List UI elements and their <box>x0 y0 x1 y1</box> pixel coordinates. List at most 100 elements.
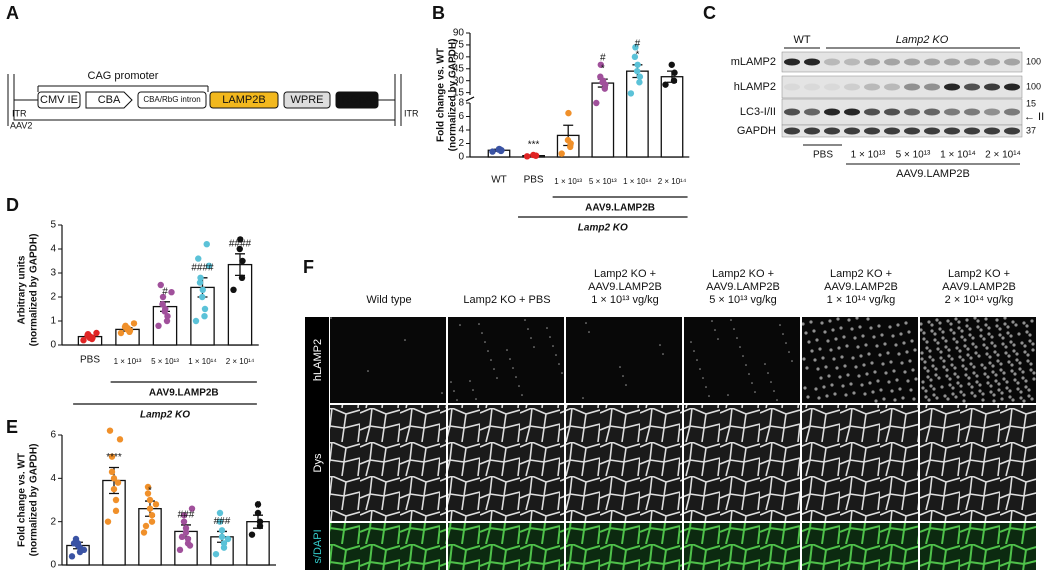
speckle <box>818 347 822 351</box>
speckle <box>977 354 981 358</box>
micrograph <box>448 523 564 570</box>
y-tick-label: 30 <box>453 75 465 86</box>
speckle <box>831 328 835 332</box>
speckle <box>812 329 816 333</box>
blot-band <box>904 127 920 135</box>
speckle <box>711 320 713 322</box>
speckle <box>820 321 824 325</box>
data-point <box>168 289 175 296</box>
column-header: 1 × 10¹⁴ vg/kg <box>827 294 896 306</box>
speckle <box>920 357 924 361</box>
speckle <box>791 360 793 362</box>
speckle <box>891 334 895 338</box>
data-point <box>254 509 262 517</box>
speckle <box>1025 330 1029 334</box>
speckle <box>926 375 930 379</box>
speckle <box>973 394 977 398</box>
data-point <box>196 279 204 286</box>
speckle <box>928 355 932 359</box>
speckle <box>922 331 926 335</box>
speckle <box>533 346 535 348</box>
data-point <box>197 274 204 281</box>
speckle <box>1023 344 1027 348</box>
speckle <box>1002 371 1006 375</box>
data-point <box>164 313 171 320</box>
speckle <box>773 390 775 392</box>
speckle <box>1026 359 1030 363</box>
data-point <box>530 151 537 159</box>
speckle <box>776 399 778 401</box>
element-label: CMV IE <box>40 94 78 106</box>
speckle <box>906 379 910 383</box>
speckle <box>978 389 982 393</box>
y-tick-label: 0 <box>50 560 56 570</box>
speckle <box>717 338 719 340</box>
speckle <box>512 367 514 369</box>
speckle <box>850 327 854 331</box>
speckle <box>1016 387 1020 391</box>
speckle <box>914 377 918 381</box>
x-tick-label: WT <box>491 175 507 186</box>
data-point <box>205 262 213 269</box>
speckle <box>899 332 903 336</box>
speckle <box>983 366 987 370</box>
speckle <box>807 340 811 344</box>
speckle <box>887 380 891 384</box>
blot-band <box>824 108 840 116</box>
speckle <box>852 391 856 395</box>
lane-label: 5 × 10¹³ <box>896 150 931 161</box>
speckle <box>975 380 979 384</box>
speckle <box>824 365 828 369</box>
speckle <box>1021 370 1025 374</box>
speckle <box>933 332 937 336</box>
speckle <box>770 381 772 383</box>
speckle <box>924 389 928 393</box>
speckle <box>1020 341 1024 345</box>
blot-band <box>944 127 960 135</box>
speckle <box>861 334 865 338</box>
speckle <box>907 330 911 334</box>
speckle <box>936 347 940 351</box>
speckle <box>953 372 957 376</box>
x-tick-label: 1 × 10¹⁴ <box>188 357 217 366</box>
speckle <box>960 335 964 339</box>
speckle <box>898 387 902 391</box>
speckle <box>967 376 971 380</box>
speckle <box>817 396 821 400</box>
significance: ### <box>178 510 195 521</box>
speckle <box>1011 398 1015 402</box>
speckle <box>1012 349 1016 353</box>
data-point <box>236 245 243 253</box>
speckle <box>764 363 766 365</box>
speckle <box>1028 339 1032 343</box>
speckle <box>974 351 978 355</box>
speckle <box>886 351 890 355</box>
speckle <box>1024 379 1028 383</box>
data-point <box>565 109 572 117</box>
lane-label: 1 × 10¹³ <box>851 150 886 161</box>
data-point <box>152 501 160 508</box>
speckle <box>1029 362 1033 366</box>
speckle <box>938 321 942 325</box>
element-label: LAMP2B <box>222 94 265 106</box>
speckle <box>947 354 951 358</box>
speckle <box>487 350 489 352</box>
speckle <box>909 388 913 392</box>
speckle <box>882 397 886 401</box>
speckle <box>1021 376 1025 380</box>
data-point <box>117 329 125 337</box>
y-tick-label: 75 <box>453 40 465 51</box>
speckle <box>1011 320 1015 324</box>
speckle <box>330 317 332 319</box>
blot-band <box>784 83 800 91</box>
data-point <box>489 148 496 155</box>
speckle <box>751 382 753 384</box>
speckle <box>515 376 517 378</box>
speckle <box>490 359 492 361</box>
speckle <box>1014 323 1018 327</box>
element-box <box>283 91 331 109</box>
speckle <box>957 326 961 330</box>
speckle <box>926 369 930 373</box>
significance: # <box>162 286 168 297</box>
micrograph <box>566 317 682 403</box>
